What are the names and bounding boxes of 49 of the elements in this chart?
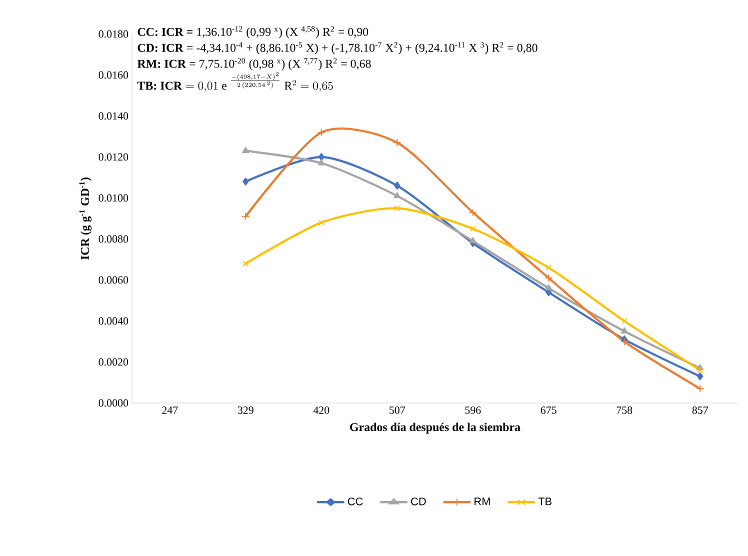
x-tick-label: 596 (465, 406, 481, 414)
point (242, 178, 249, 186)
x-tick-label: 857 (692, 406, 708, 414)
point (318, 153, 324, 161)
y-axis-title: ICR (g g$^{-1}$ GD$^{-1}$) (79, 178, 92, 260)
point (394, 182, 400, 190)
point (697, 367, 704, 374)
point (394, 192, 401, 198)
legend-label: CD (411, 498, 426, 506)
point (242, 260, 249, 267)
y-tick-label: 0.0000 (98, 399, 128, 407)
y-tick-label: 0.0140 (98, 112, 128, 120)
x-tick-label: 420 (313, 406, 330, 414)
annotation: $\textbf{TB: ICR} = 0{,}01\ \mathrm{e}\ ^{\frac{-(498{,}17-X)^{2}}{2\,(220{,}54^{\,2})}}\ \mathrm{R}^{2} = 0{,}65$ (137, 72, 333, 92)
y-tick-label: 0.0040 (98, 317, 128, 325)
x-tick-label: 675 (540, 406, 556, 414)
y-tick-label: 0.0060 (98, 276, 128, 284)
legend-label: TB (538, 498, 552, 506)
x-tick-label: 247 (162, 406, 178, 414)
y-tick-label: 0.0080 (98, 235, 128, 243)
text: CD: ICR = -4,34.10$^{-4}$ + (8,86.10$^{-5}$ X) + (-1,78.10$^{-7}$ X$^{2}$) + (9,24.10$^{-11}$ X $^{3}$) R$^{2}$ = 0,80 (138, 42, 538, 54)
point (318, 159, 325, 166)
y-tick-label: 0.0020 (98, 358, 128, 366)
y-tick-label: 0.0120 (98, 153, 128, 161)
x-tick-label: 329 (238, 406, 254, 414)
y-tick-label: 0.0180 (98, 30, 128, 38)
y-tick-label: 0.0100 (98, 194, 128, 202)
point (318, 220, 324, 226)
text: CC: ICR = 1,36.10$^{-12}$ (0,99 $^{x}$) (X $^{4,58}$) R$^{2}$ = 0,90 (138, 26, 368, 38)
legend-label: CC (348, 498, 363, 506)
point (697, 372, 704, 380)
point (469, 237, 476, 244)
y-tick-label: 0.0160 (98, 71, 128, 79)
text: RM: ICR = 7,75.10$^{-20}$ (0,98 $^{x}$) (X $^{7,77}$) R$^{2}$ = 0,68 (137, 58, 371, 70)
point (470, 226, 476, 232)
point (545, 284, 552, 290)
point (393, 138, 402, 147)
point (544, 274, 553, 282)
x-tick-label: 758 (616, 406, 632, 414)
point (317, 128, 326, 136)
point (394, 205, 400, 212)
point (242, 212, 250, 220)
point (242, 146, 250, 154)
point (620, 327, 628, 334)
point (696, 384, 704, 393)
legend-label: RM (474, 498, 490, 506)
x-axis-title: Grados día después de la siembra (350, 422, 520, 434)
point (468, 208, 477, 216)
x-tick-label: 507 (390, 406, 406, 414)
